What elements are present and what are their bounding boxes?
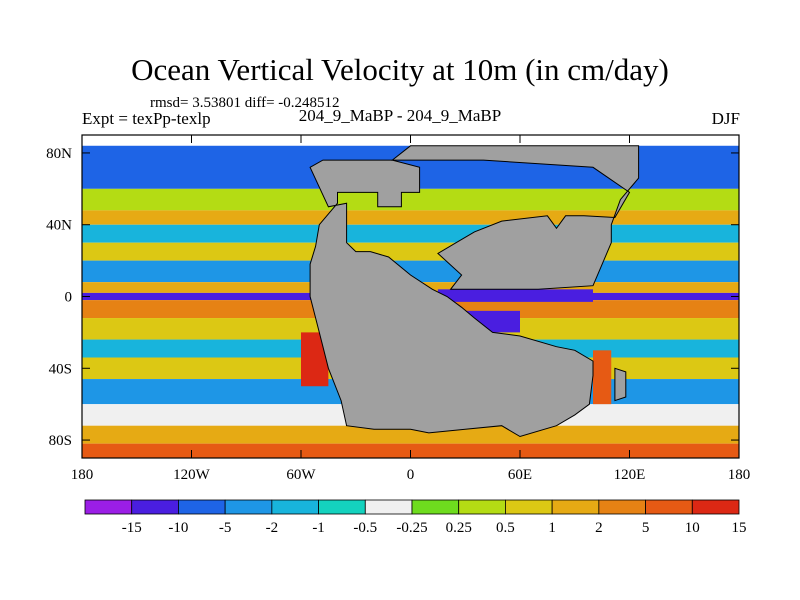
stats-label: rmsd= 3.53801 diff= -0.248512 (150, 95, 340, 111)
colorbar-label: 0.5 (496, 520, 515, 536)
colorbar-swatch (551, 499, 600, 515)
east-coast-maximum (593, 350, 612, 405)
y-tick-label: 80S (49, 433, 72, 449)
x-tick-label: 0 (407, 467, 415, 483)
x-tick-label: 120W (173, 467, 211, 483)
colorbar-swatch (271, 499, 319, 515)
y-tick-label: 40S (49, 361, 72, 377)
colorbar-swatch (364, 499, 413, 515)
colorbar-swatch (178, 499, 226, 515)
plot-area (82, 145, 739, 458)
colorbar-swatch (691, 499, 740, 515)
colorbar: -15 -10 -5 -2 -1 -0.5 -0.25 0.25 0.5 1 2 5 10 15 (84, 499, 747, 536)
colorbar-label: -15 (122, 520, 142, 536)
colorbar-label: 5 (642, 520, 650, 536)
x-tick-label: 120E (614, 467, 646, 483)
x-tick-label: 60E (508, 467, 532, 483)
colorbar-swatch (598, 499, 646, 515)
experiment-label: Expt = texPp-texlp (82, 109, 211, 128)
colorbar-label: 1 (548, 520, 556, 536)
colorbar-label: -5 (219, 520, 232, 536)
land-northern-continent (390, 145, 640, 290)
y-tick-label: 40N (46, 218, 72, 234)
colorbar-swatch (411, 499, 460, 515)
land-western-supercontinent (309, 159, 594, 438)
ocean-band-1 (82, 188, 739, 211)
equatorial-strip (437, 289, 593, 302)
land-southern-island (614, 367, 627, 402)
colorbar-swatch (645, 499, 693, 515)
ocean-band-2 (82, 210, 739, 225)
colorbar-label: 0.25 (446, 520, 472, 536)
colorbar-label: -0.25 (396, 520, 427, 536)
colorbar-swatch (131, 499, 179, 515)
colorbar-label: 15 (732, 520, 747, 536)
y-tick-label: 80N (46, 146, 72, 162)
colorbar-swatch (505, 499, 553, 515)
colorbar-label: -2 (266, 520, 279, 536)
colorbar-label: -0.5 (353, 520, 377, 536)
colorbar-swatch (318, 499, 366, 515)
colorbar-label: 10 (685, 520, 700, 536)
colorbar-label: -10 (168, 520, 188, 536)
ocean-band-3 (82, 224, 739, 243)
axes: 180 120W 60W 0 60E 120E 180 80N 40N 0 40S 80S (46, 135, 750, 483)
x-tick-label: 180 (71, 467, 94, 483)
chart-title: Ocean Vertical Velocity at 10m (in cm/da… (131, 52, 669, 87)
x-tick-label: 180 (728, 467, 751, 483)
colorbar-label: 2 (595, 520, 603, 536)
colorbar-swatch (84, 499, 133, 515)
comparison-label: 204_9_MaBP - 204_9_MaBP (298, 106, 502, 125)
x-tick-label: 60W (286, 467, 316, 483)
ocean-band-14 (82, 425, 739, 444)
colorbar-swatch (458, 499, 506, 515)
ocean-band-4 (82, 242, 739, 261)
colorbar-label: -1 (312, 520, 325, 536)
y-tick-label: 0 (65, 290, 73, 306)
season-label: DJF (711, 109, 740, 128)
colorbar-swatch (224, 499, 273, 515)
